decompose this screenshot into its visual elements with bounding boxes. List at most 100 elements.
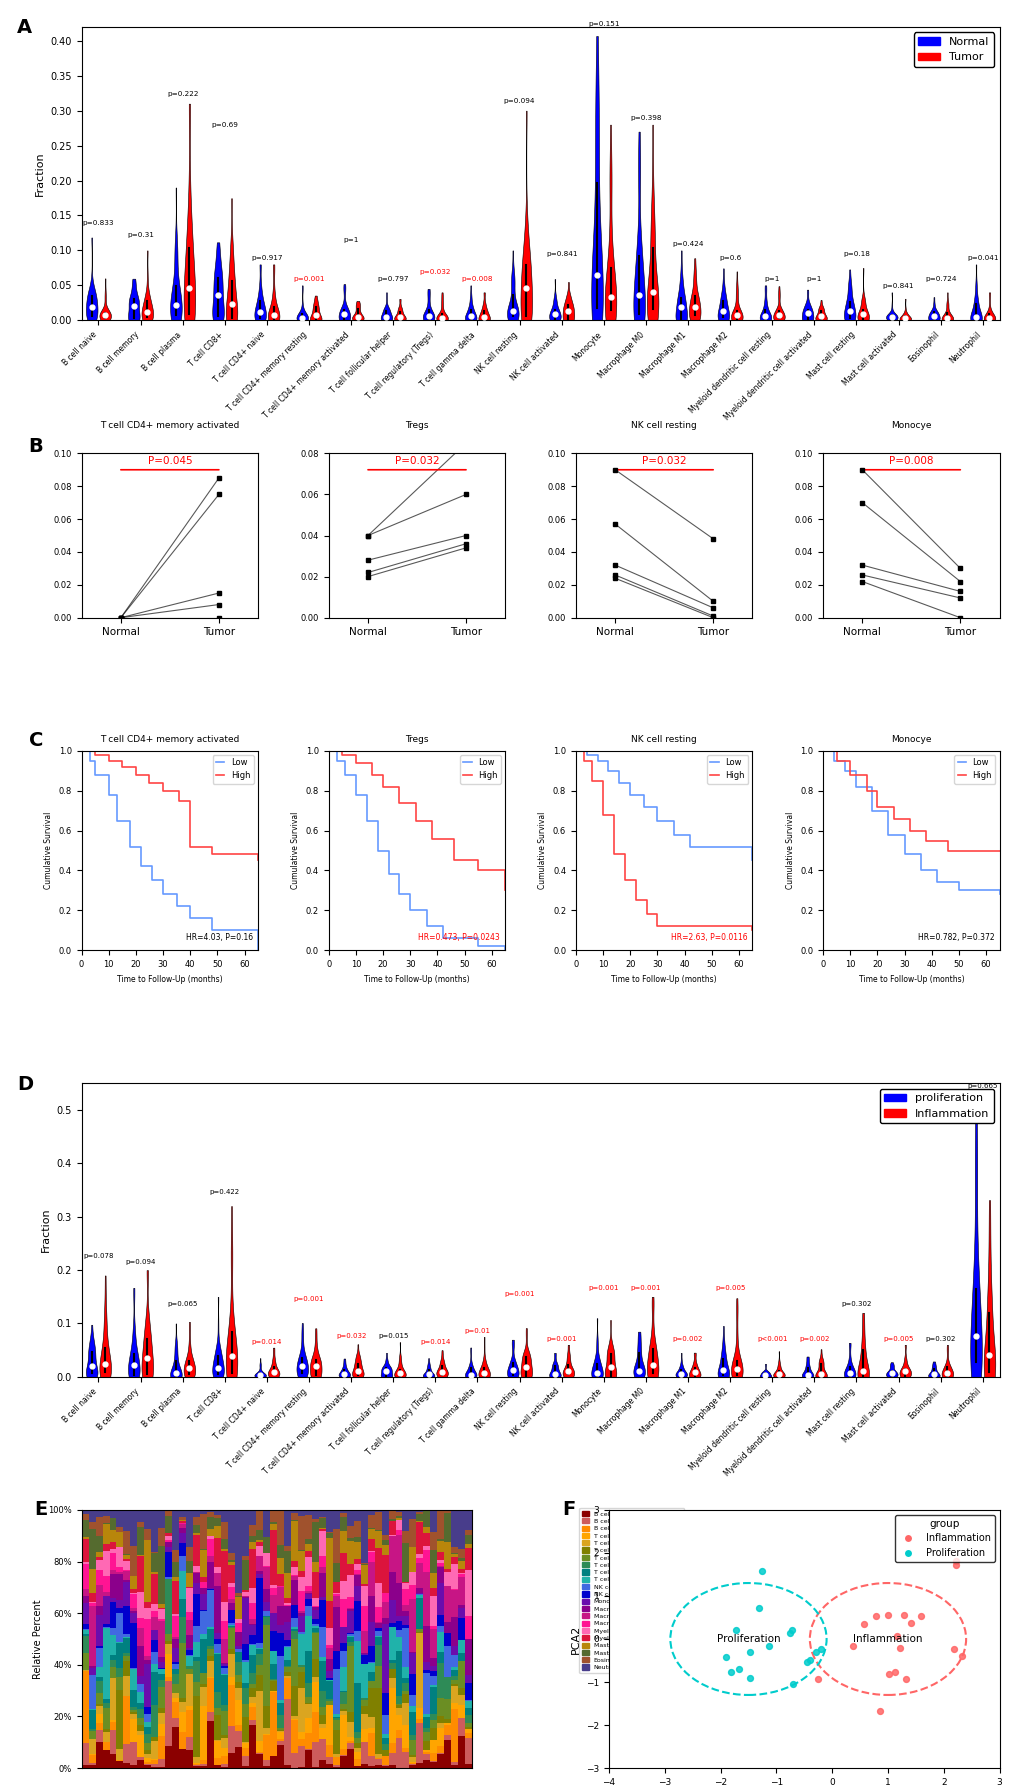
Bar: [200, 1688, 207, 1706]
Bar: [374, 1666, 381, 1688]
Bar: [361, 1606, 367, 1631]
Low: [393, 884, 406, 906]
Text: P=0.008: P=0.008: [889, 457, 932, 466]
Bar: [298, 1732, 305, 1738]
Bar: [82, 1631, 89, 1634]
Bar: [96, 1715, 103, 1723]
Bar: [319, 1723, 325, 1727]
Bar: [221, 1509, 228, 1522]
Bar: [200, 1515, 207, 1548]
Bar: [319, 1597, 325, 1600]
Bar: [305, 1697, 312, 1702]
Bar: [437, 1632, 444, 1652]
Point: [912, 1602, 928, 1631]
Low: [146, 870, 158, 891]
Bar: [116, 1573, 123, 1600]
Bar: [89, 1593, 96, 1602]
Low: [838, 761, 850, 782]
Bar: [256, 1675, 263, 1691]
Text: p=0.01: p=0.01: [464, 1329, 490, 1334]
Bar: [193, 1657, 200, 1661]
Bar: [305, 1540, 312, 1545]
Bar: [96, 1645, 103, 1648]
Low: [930, 872, 943, 893]
Bar: [423, 1715, 430, 1716]
Bar: [249, 1707, 256, 1720]
Bar: [234, 1647, 242, 1648]
Bar: [339, 1666, 346, 1691]
Bar: [332, 1595, 339, 1607]
Bar: [374, 1765, 381, 1768]
Text: E: E: [35, 1500, 48, 1518]
High: [596, 804, 608, 825]
Bar: [145, 1722, 151, 1727]
Bar: [109, 1661, 116, 1666]
Bar: [186, 1750, 193, 1768]
Bar: [96, 1648, 103, 1668]
Text: p=0.065: p=0.065: [167, 1302, 198, 1307]
Bar: [423, 1670, 430, 1673]
Bar: [290, 1629, 298, 1631]
Bar: [395, 1513, 403, 1516]
Bar: [165, 1677, 172, 1681]
Low: [650, 809, 662, 830]
Bar: [305, 1552, 312, 1557]
Bar: [395, 1716, 403, 1731]
Bar: [145, 1540, 151, 1602]
Bar: [165, 1532, 172, 1536]
Bar: [234, 1731, 242, 1747]
Bar: [354, 1682, 361, 1732]
Bar: [89, 1731, 96, 1740]
Bar: [325, 1645, 332, 1648]
Bar: [437, 1552, 444, 1561]
Point: [947, 1547, 963, 1575]
Bar: [458, 1509, 465, 1548]
Bar: [179, 1748, 186, 1768]
Bar: [283, 1509, 290, 1545]
Bar: [458, 1736, 465, 1768]
Bar: [450, 1554, 458, 1557]
Bar: [193, 1625, 200, 1641]
Bar: [249, 1688, 256, 1697]
Bar: [234, 1593, 242, 1597]
Bar: [361, 1565, 367, 1584]
Text: p=1: p=1: [343, 238, 359, 243]
High: [619, 870, 631, 891]
Text: p=0.008: p=0.008: [462, 275, 493, 282]
Bar: [305, 1586, 312, 1591]
Bar: [416, 1515, 423, 1522]
Bar: [298, 1611, 305, 1613]
Bar: [165, 1654, 172, 1677]
Bar: [165, 1552, 172, 1577]
Bar: [319, 1566, 325, 1573]
Bar: [430, 1675, 437, 1686]
Text: F: F: [561, 1500, 575, 1518]
Bar: [165, 1641, 172, 1645]
Bar: [325, 1763, 332, 1768]
Bar: [305, 1650, 312, 1682]
Bar: [109, 1509, 116, 1518]
Bar: [123, 1559, 130, 1561]
Low: [184, 907, 197, 929]
Bar: [290, 1618, 298, 1627]
Bar: [165, 1577, 172, 1579]
Bar: [249, 1548, 256, 1588]
Bar: [123, 1606, 130, 1634]
Bar: [165, 1543, 172, 1547]
Bar: [158, 1688, 165, 1707]
Bar: [354, 1732, 361, 1738]
Bar: [138, 1731, 145, 1736]
Bar: [270, 1531, 276, 1584]
Bar: [158, 1620, 165, 1622]
Bar: [354, 1748, 361, 1752]
Bar: [403, 1695, 409, 1702]
Bar: [151, 1652, 158, 1665]
Bar: [305, 1616, 312, 1650]
Bar: [103, 1591, 109, 1597]
Bar: [138, 1761, 145, 1768]
Bar: [325, 1509, 332, 1532]
Bar: [158, 1759, 165, 1766]
High: [629, 889, 641, 911]
Bar: [207, 1590, 214, 1627]
Bar: [450, 1547, 458, 1554]
